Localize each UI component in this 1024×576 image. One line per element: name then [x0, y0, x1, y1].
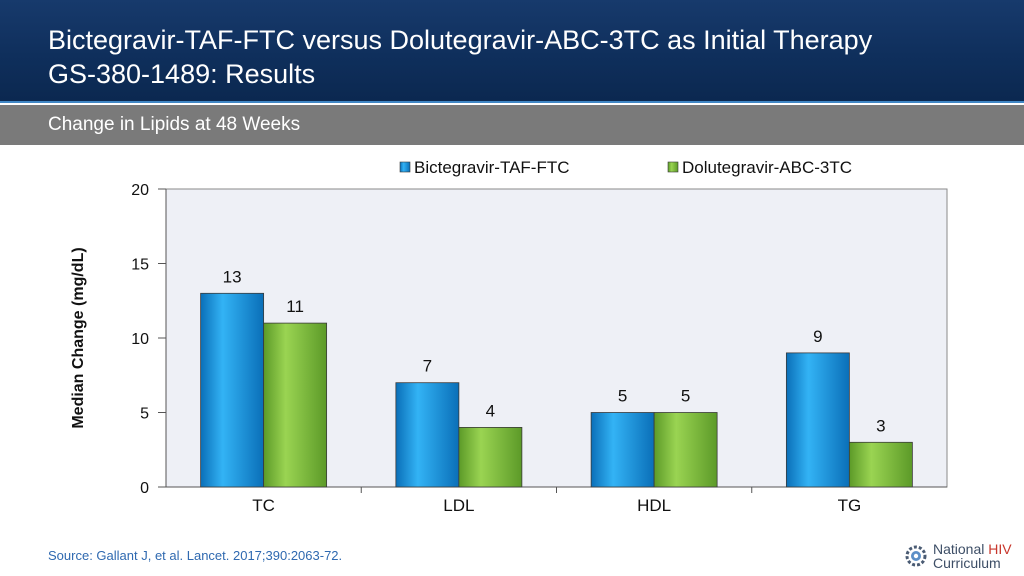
title-banner: Bictegravir-TAF-FTC versus Dolutegravir-…	[0, 0, 1024, 103]
source-citation: Source: Gallant J, et al. Lancet. 2017;3…	[48, 548, 343, 563]
y-tick-label: 20	[131, 182, 149, 199]
national-hiv-curriculum-logo: National HIV Curriculum	[902, 540, 1020, 574]
bar-value-label: 9	[813, 327, 822, 346]
y-axis-title: Median Change (mg/dL)	[70, 247, 87, 428]
logo-word-curriculum: Curriculum	[933, 555, 1001, 571]
slide-title: Bictegravir-TAF-FTC versus Dolutegravir-…	[48, 25, 873, 55]
bar-bictegravir-taf-ftc-hdl	[590, 412, 655, 488]
bar-dolutegravir-abc-3tc-hdl	[653, 412, 718, 488]
gear-logo-icon	[905, 545, 927, 567]
bar-value-label: 7	[423, 357, 432, 376]
bar-value-label: 4	[486, 401, 495, 420]
bar-dolutegravir-abc-3tc-tc	[263, 322, 328, 488]
y-tick-label: 15	[131, 257, 149, 274]
logo-wordmark: National HIV Curriculum	[933, 542, 1012, 570]
y-tick-label: 0	[140, 480, 149, 497]
slide-subtitle-study: GS-380-1489: Results	[48, 59, 316, 89]
legend-swatch	[399, 161, 411, 173]
bar-value-label: 3	[876, 416, 885, 435]
bar-value-label: 5	[681, 387, 690, 406]
x-tick-label: LDL	[443, 496, 474, 515]
y-tick-label: 5	[140, 406, 149, 423]
logo-word-hiv: HIV	[988, 541, 1012, 557]
bar-value-label: 5	[618, 387, 627, 406]
bar-bictegravir-taf-ftc-tg	[785, 352, 850, 488]
logo-word-national: National	[933, 541, 985, 557]
section-title: Change in Lipids at 48 Weeks	[48, 114, 301, 135]
bar-bictegravir-taf-ftc-tc	[200, 292, 265, 488]
bar-value-label: 13	[223, 267, 242, 286]
section-bar: Change in Lipids at 48 Weeks	[0, 105, 1024, 145]
bar-bictegravir-taf-ftc-ldl	[395, 382, 460, 488]
bar-dolutegravir-abc-3tc-ldl	[458, 426, 523, 488]
x-tick-label: TC	[252, 496, 275, 515]
bar-dolutegravir-abc-3tc-tg	[848, 441, 913, 488]
legend-label: Dolutegravir-ABC-3TC	[682, 158, 852, 177]
bar-value-label: 11	[286, 297, 304, 316]
y-tick-label: 10	[131, 331, 149, 348]
x-tick-label: HDL	[637, 496, 671, 515]
legend-label: Bictegravir-TAF-FTC	[414, 158, 570, 177]
lipid-change-bar-chart: 0 5 10 15 20 Median Change (mg/dL) TC 13 11 LDL 7 4…	[70, 158, 948, 515]
legend-swatch	[667, 161, 679, 173]
x-tick-label: TG	[838, 496, 862, 515]
